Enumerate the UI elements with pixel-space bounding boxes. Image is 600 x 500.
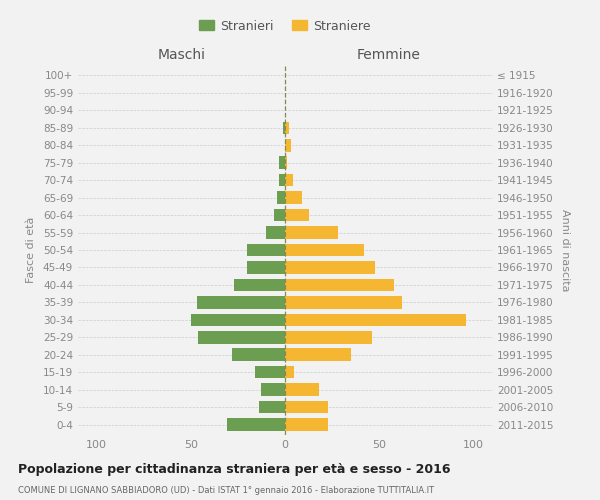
Y-axis label: Fasce di età: Fasce di età	[26, 217, 36, 283]
Bar	[285, 418, 328, 431]
Bar	[285, 384, 319, 396]
Bar	[285, 278, 394, 291]
Bar	[247, 244, 285, 256]
Bar	[285, 401, 328, 413]
Bar	[285, 226, 338, 239]
Bar	[285, 174, 293, 186]
Bar	[227, 418, 285, 431]
Bar	[285, 366, 295, 378]
Bar	[285, 348, 351, 361]
Bar	[285, 331, 371, 344]
Bar	[285, 314, 466, 326]
Text: Maschi: Maschi	[158, 48, 206, 62]
Bar	[285, 122, 289, 134]
Bar	[285, 192, 302, 204]
Bar	[285, 209, 310, 222]
Bar	[285, 139, 290, 151]
Text: COMUNE DI LIGNANO SABBIADORO (UD) - Dati ISTAT 1° gennaio 2016 - Elaborazione TU: COMUNE DI LIGNANO SABBIADORO (UD) - Dati…	[18, 486, 434, 495]
Bar	[191, 314, 285, 326]
Bar	[247, 261, 285, 274]
Bar	[199, 331, 285, 344]
Text: Femmine: Femmine	[356, 48, 421, 62]
Bar	[277, 192, 285, 204]
Bar	[285, 261, 376, 274]
Bar	[266, 226, 285, 239]
Bar	[260, 384, 285, 396]
Bar	[280, 174, 285, 186]
Y-axis label: Anni di nascita: Anni di nascita	[560, 209, 570, 291]
Bar	[285, 156, 287, 169]
Bar	[280, 156, 285, 169]
Bar	[285, 296, 401, 308]
Legend: Stranieri, Straniere: Stranieri, Straniere	[195, 16, 375, 36]
Bar	[285, 244, 364, 256]
Bar	[234, 278, 285, 291]
Bar	[255, 366, 285, 378]
Bar	[259, 401, 285, 413]
Bar	[197, 296, 285, 308]
Bar	[283, 122, 285, 134]
Text: Popolazione per cittadinanza straniera per età e sesso - 2016: Popolazione per cittadinanza straniera p…	[18, 462, 451, 475]
Bar	[274, 209, 285, 222]
Bar	[232, 348, 285, 361]
